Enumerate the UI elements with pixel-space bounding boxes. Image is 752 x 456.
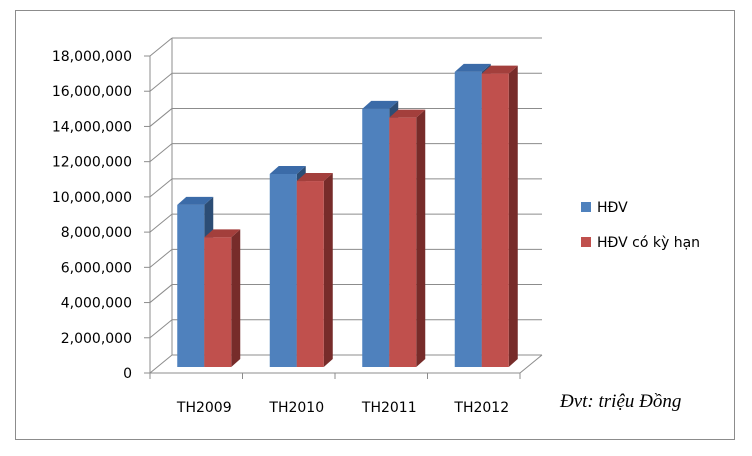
gridline-side: [149, 284, 173, 303]
bar-top-face: [481, 65, 518, 74]
y-tick-label: 0: [123, 366, 132, 382]
y-tick-label: 10,000,000: [52, 190, 132, 206]
bar-top-face: [362, 100, 399, 109]
legend-swatch-series-1: [581, 202, 591, 212]
bar-top-face: [296, 173, 333, 182]
bar-top-face: [269, 165, 306, 174]
bar-top-face: [204, 229, 241, 238]
legend-swatch-series-2: [581, 237, 591, 247]
x-axis-tick-labels: TH2009 TH2010 TH2011 TH2012: [176, 400, 509, 416]
unit-annotation: Đvt: triệu Đồng: [559, 391, 681, 412]
y-tick-label: 16,000,000: [52, 84, 132, 100]
bar-TH2010-series-2: [296, 173, 333, 367]
bar-front-face: [296, 181, 324, 367]
gridline-side: [149, 248, 173, 268]
bar-front-face: [204, 237, 232, 367]
bar-front-face: [269, 173, 297, 367]
gridline-side: [149, 319, 173, 339]
y-tick-label: 4,000,000: [61, 296, 132, 312]
bar-top-face: [389, 109, 426, 118]
x-tick-label: TH2012: [453, 400, 509, 416]
bar-front-face: [177, 204, 205, 367]
bars: [177, 63, 518, 367]
bar-TH2009-series-2: [204, 229, 241, 367]
legend-label-series-1: HĐV: [597, 200, 628, 216]
gridline-side: [149, 72, 173, 92]
x-tick-label: TH2010: [268, 400, 324, 416]
bar-TH2012-series-2: [481, 65, 518, 367]
bar-TH2011-series-2: [389, 109, 426, 367]
bar-front-face: [362, 108, 390, 367]
bar-front-face: [454, 71, 482, 367]
legend: HĐV HĐV có kỳ hạn: [581, 200, 700, 251]
gridline-side: [149, 213, 173, 233]
y-axis-tick-labels: 0 2,000,000 4,000,000 6,000,000 8,000,000 10,…: [52, 49, 132, 382]
gridline-side: [149, 143, 173, 163]
x-tick-label: TH2011: [361, 400, 417, 416]
y-tick-label: 6,000,000: [61, 260, 132, 276]
legend-label-series-2: HĐV có kỳ hạn: [597, 235, 700, 251]
bar-side-face: [416, 109, 426, 367]
gridline-side: [149, 108, 173, 127]
x-tick-label: TH2009: [176, 400, 232, 416]
floor-right-edge: [519, 354, 543, 374]
y-tick-label: 14,000,000: [52, 119, 132, 135]
y-tick-label: 12,000,000: [52, 155, 132, 171]
bar-side-face: [323, 173, 333, 367]
bar-top-face: [177, 196, 214, 205]
gridline-side: [149, 37, 173, 57]
bar-side-face: [508, 65, 518, 367]
bar-front-face: [481, 73, 509, 367]
y-tick-label: 2,000,000: [61, 331, 132, 347]
bar-top-face: [454, 63, 491, 72]
bar-front-face: [389, 117, 417, 367]
y-tick-label: 8,000,000: [61, 225, 132, 241]
gridline-side: [149, 354, 173, 374]
bar-side-face: [231, 229, 241, 367]
gridline-side: [149, 178, 173, 198]
y-tick-label: 18,000,000: [52, 49, 132, 65]
